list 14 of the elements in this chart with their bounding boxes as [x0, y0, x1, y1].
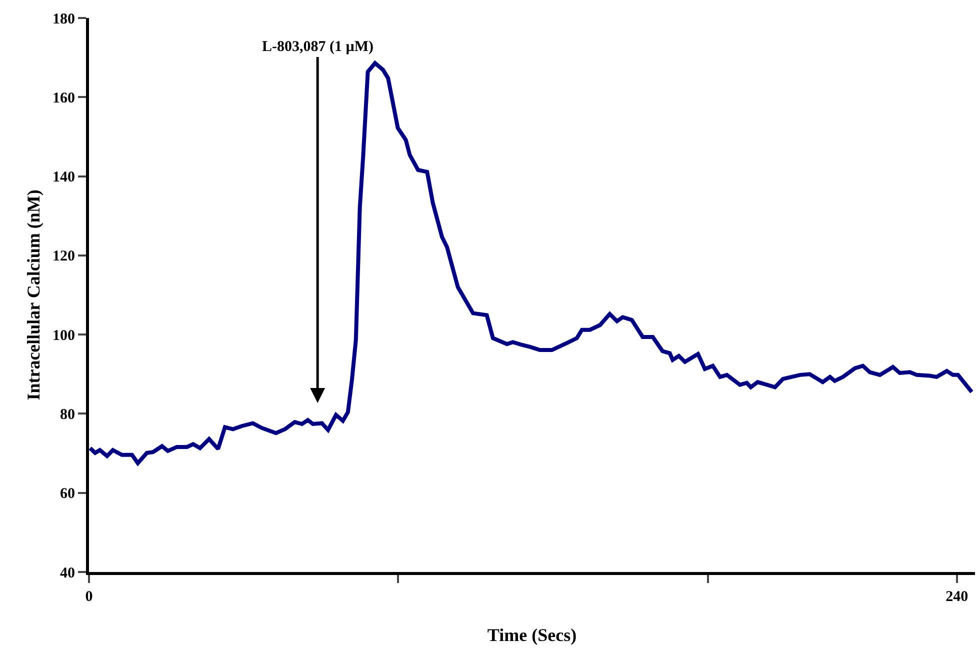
- x-tick-label: 0: [85, 589, 93, 605]
- y-tick-label: 180: [52, 11, 75, 28]
- x-tick-label: 240: [946, 589, 968, 605]
- y-tick-label: 60: [60, 486, 75, 502]
- annotation: L-803,087 (1 µM): [262, 39, 374, 55]
- x-axis-title: Time (Secs): [487, 625, 577, 646]
- y-tick-label: 160: [52, 90, 75, 106]
- y-axis-title: Intracellular Calcium (nM): [24, 190, 44, 400]
- line-series: [89, 61, 974, 466]
- y-tick-label: 100: [52, 328, 75, 344]
- y-tick-label: 40: [60, 565, 75, 582]
- y-tick-label: 140: [52, 170, 75, 186]
- y-tick-label: 120: [52, 248, 75, 265]
- y-tick-label: 80: [60, 406, 75, 423]
